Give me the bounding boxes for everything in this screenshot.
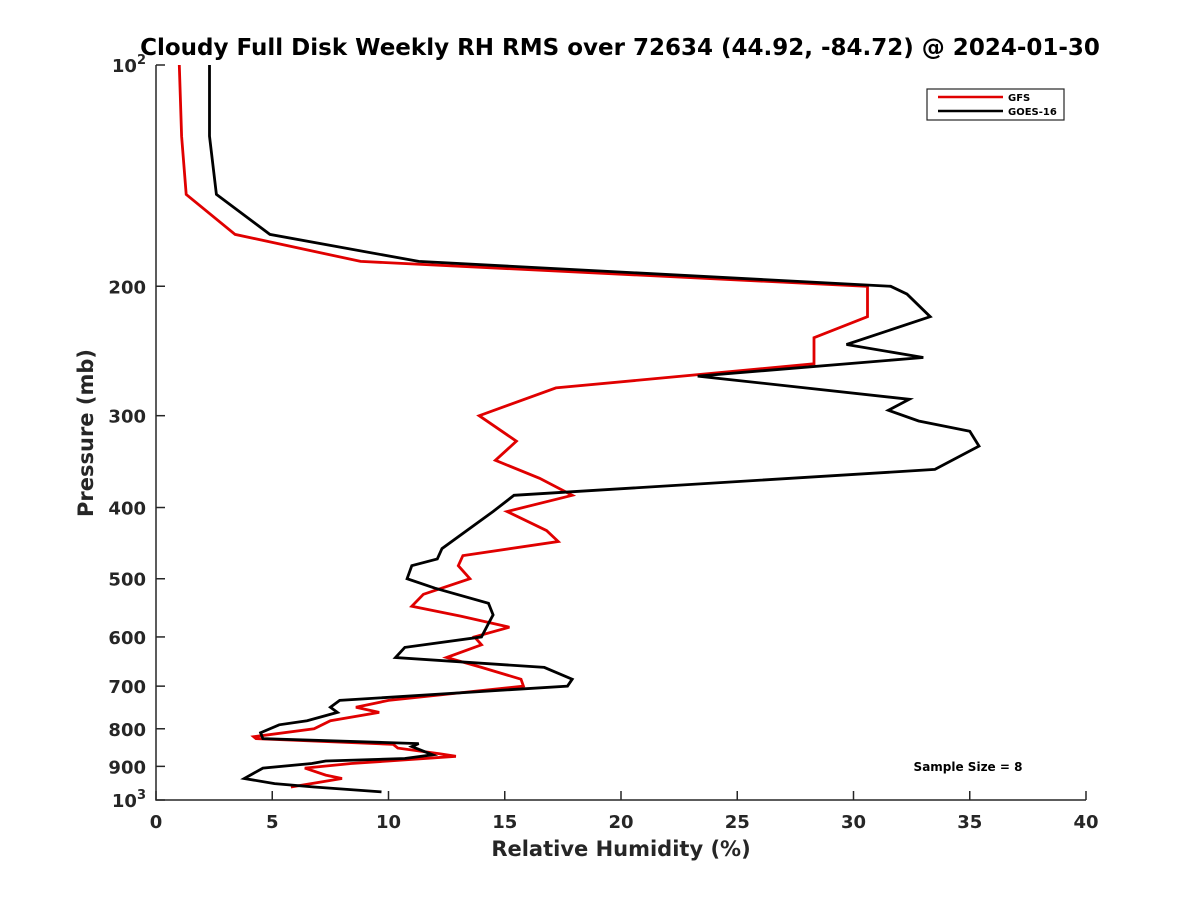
x-tick-label: 15 [492, 812, 517, 833]
chart-legend: GFS GOES-16 [926, 88, 1065, 121]
y-tick-label: 103 [112, 788, 146, 812]
y-tick-label: 200 [108, 277, 146, 298]
sample-size-annotation: Sample Size = 8 [914, 760, 1023, 774]
y-tick-label: 400 [108, 499, 146, 520]
y-tick-label: 800 [108, 720, 146, 741]
y-axis-ticks: 102 200 300 400 500 600 700 800 900 103 [108, 53, 165, 812]
x-tick-label: 40 [1073, 812, 1098, 833]
y-tick-label: 900 [108, 757, 146, 778]
series-lines [177, 64, 981, 794]
x-tick-label: 5 [266, 812, 279, 833]
x-tick-label: 0 [150, 812, 163, 833]
series-line-gfs [177, 64, 869, 789]
legend-box [926, 88, 1065, 121]
x-tick-label: 35 [957, 812, 982, 833]
plot-area: 0 5 10 15 20 25 30 35 40 102 200 300 400 500 600 700 80… [108, 53, 1098, 833]
y-tick-label: 102 [112, 53, 146, 77]
x-tick-label: 30 [841, 812, 866, 833]
legend-label-gfs: GFS [1008, 93, 1030, 104]
x-axis-label: Relative Humidity (%) [491, 837, 750, 861]
chart-title: Cloudy Full Disk Weekly RH RMS over 7263… [140, 35, 1100, 61]
x-tick-label: 25 [725, 812, 750, 833]
y-axis-label: Pressure (mb) [74, 349, 98, 517]
y-tick-label: 500 [108, 570, 146, 591]
y-tick-label: 600 [108, 628, 146, 649]
x-tick-label: 20 [608, 812, 633, 833]
y-tick-label: 700 [108, 677, 146, 698]
x-tick-label: 10 [376, 812, 401, 833]
y-tick-label: 300 [108, 407, 146, 428]
legend-label-goes16: GOES-16 [1008, 107, 1057, 118]
x-axis-ticks: 0 5 10 15 20 25 30 35 40 [150, 791, 1099, 833]
series-line-goes16 [208, 65, 981, 794]
